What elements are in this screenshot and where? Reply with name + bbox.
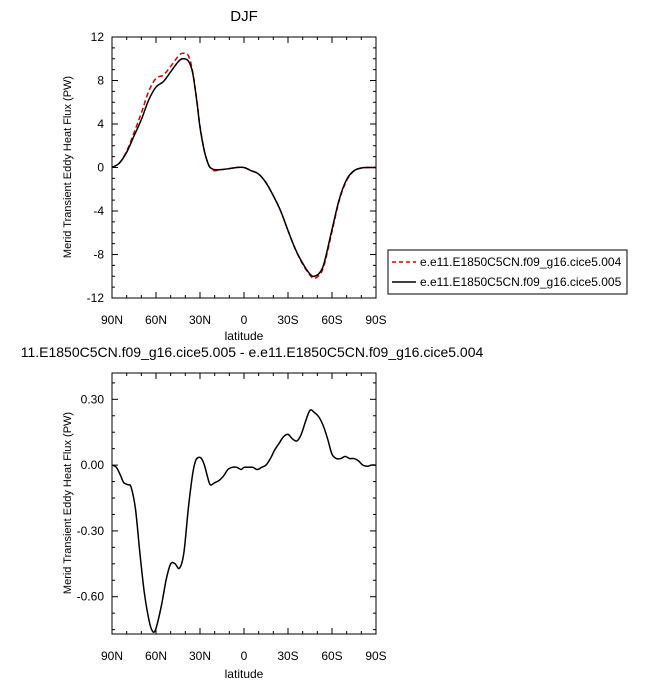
top-series-line-0	[111, 52, 377, 280]
top-y-tick-label: -4	[93, 204, 104, 218]
bottom-x-axis-label: latitude	[225, 667, 264, 681]
top-x-tick-label: 60N	[145, 313, 167, 327]
legend-label-005: e.e11.E1850C5CN.f09_g16.cice5.005	[420, 275, 622, 289]
legend-label-004: e.e11.E1850C5CN.f09_g16.cice5.004	[420, 255, 622, 269]
bottom-y-tick-label: 0.30	[81, 392, 105, 406]
bottom-y-tick-label: -0.30	[77, 524, 105, 538]
top-x-tick-label: 90S	[365, 313, 386, 327]
top-axes: 90N 60N 30N 0 30S 60S 90S 12 8 4 0 -4 -8 -12	[87, 30, 387, 327]
top-x-tick-label: 90N	[101, 313, 123, 327]
top-y-tick-label: 4	[97, 117, 104, 131]
top-y-tick-label: 0	[97, 161, 104, 175]
top-y-axis-label: Merid Transient Eddy Heat Flux (PW)	[62, 76, 74, 258]
bottom-series-line-0	[111, 409, 377, 633]
bottom-panel: 11.E1850C5CN.f09_g16.cice5.005 - e.e11.E…	[21, 344, 484, 681]
bottom-x-tick-label: 90N	[101, 649, 123, 663]
bottom-axes: 90N 60N 30N 0 30S 60S 90S 0.30 0.00 -0.30 -0.60	[77, 373, 387, 663]
bottom-y-tick-label: 0.00	[81, 458, 105, 472]
bottom-plot-frame	[111, 372, 377, 635]
top-y-tick-label: 12	[91, 30, 105, 44]
top-series-layer	[111, 52, 377, 280]
top-series-line-1	[111, 57, 377, 278]
top-x-axis-label: latitude	[225, 329, 264, 343]
top-x-tick-label: 30N	[189, 313, 211, 327]
bottom-series-layer	[111, 409, 377, 633]
top-x-tick-label: 60S	[321, 313, 342, 327]
legend: e.e11.E1850C5CN.f09_g16.cice5.004 e.e11.…	[387, 249, 628, 295]
top-x-tick-label: 0	[241, 313, 248, 327]
top-chart-title: DJF	[230, 8, 258, 25]
bottom-x-tick-label: 30N	[189, 649, 211, 663]
top-panel: DJF 90N 60N 30N 0 30S 60S 90S 12 8 4 0 -4 -8 -12 lati…	[62, 8, 628, 343]
bottom-x-tick-label: 60N	[145, 649, 167, 663]
legend-box	[387, 249, 628, 295]
top-y-tick-label: 8	[97, 74, 104, 88]
bottom-x-tick-label: 0	[241, 649, 248, 663]
bottom-y-tick-label: -0.60	[77, 590, 105, 604]
bottom-chart-title: 11.E1850C5CN.f09_g16.cice5.005 - e.e11.E…	[21, 344, 484, 360]
top-x-tick-label: 30S	[277, 313, 298, 327]
bottom-x-tick-label: 30S	[277, 649, 298, 663]
top-y-tick-label: -12	[87, 291, 105, 305]
top-y-tick-label: -8	[93, 248, 104, 262]
bottom-y-axis-label: Merid Transient Eddy Heat Flux (PW)	[62, 412, 74, 594]
bottom-x-tick-label: 90S	[365, 649, 386, 663]
bottom-x-tick-label: 60S	[321, 649, 342, 663]
